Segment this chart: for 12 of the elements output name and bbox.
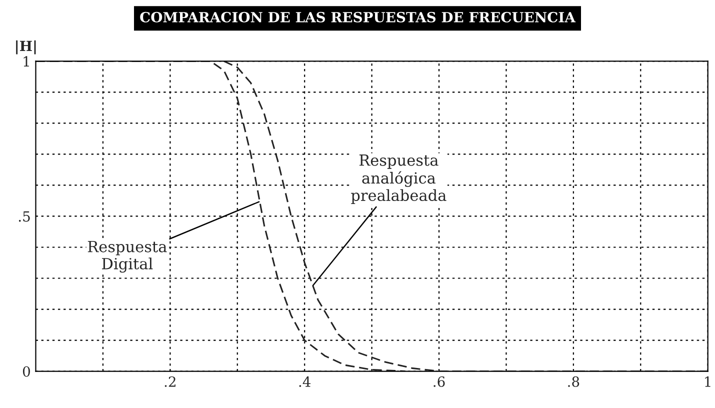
annotation: Respuesta analógica prealabeada bbox=[351, 154, 446, 204]
y-tick-label: .5 bbox=[18, 211, 30, 222]
x-tick-label: 1 bbox=[705, 376, 710, 387]
y-tick-label: 0 bbox=[22, 366, 30, 377]
x-tick-label: .2 bbox=[164, 376, 176, 387]
y-axis-title: |H| bbox=[16, 40, 36, 54]
chart-title: COMPARACION DE LAS RESPUESTAS DE FRECUENCIA bbox=[140, 12, 576, 22]
annotation: Respuesta Digital bbox=[88, 240, 167, 273]
x-tick-label: .8 bbox=[568, 376, 580, 387]
x-tick-label: .6 bbox=[434, 376, 445, 387]
x-tick-label: .4 bbox=[299, 376, 311, 387]
y-tick-label: 1 bbox=[24, 56, 29, 66]
